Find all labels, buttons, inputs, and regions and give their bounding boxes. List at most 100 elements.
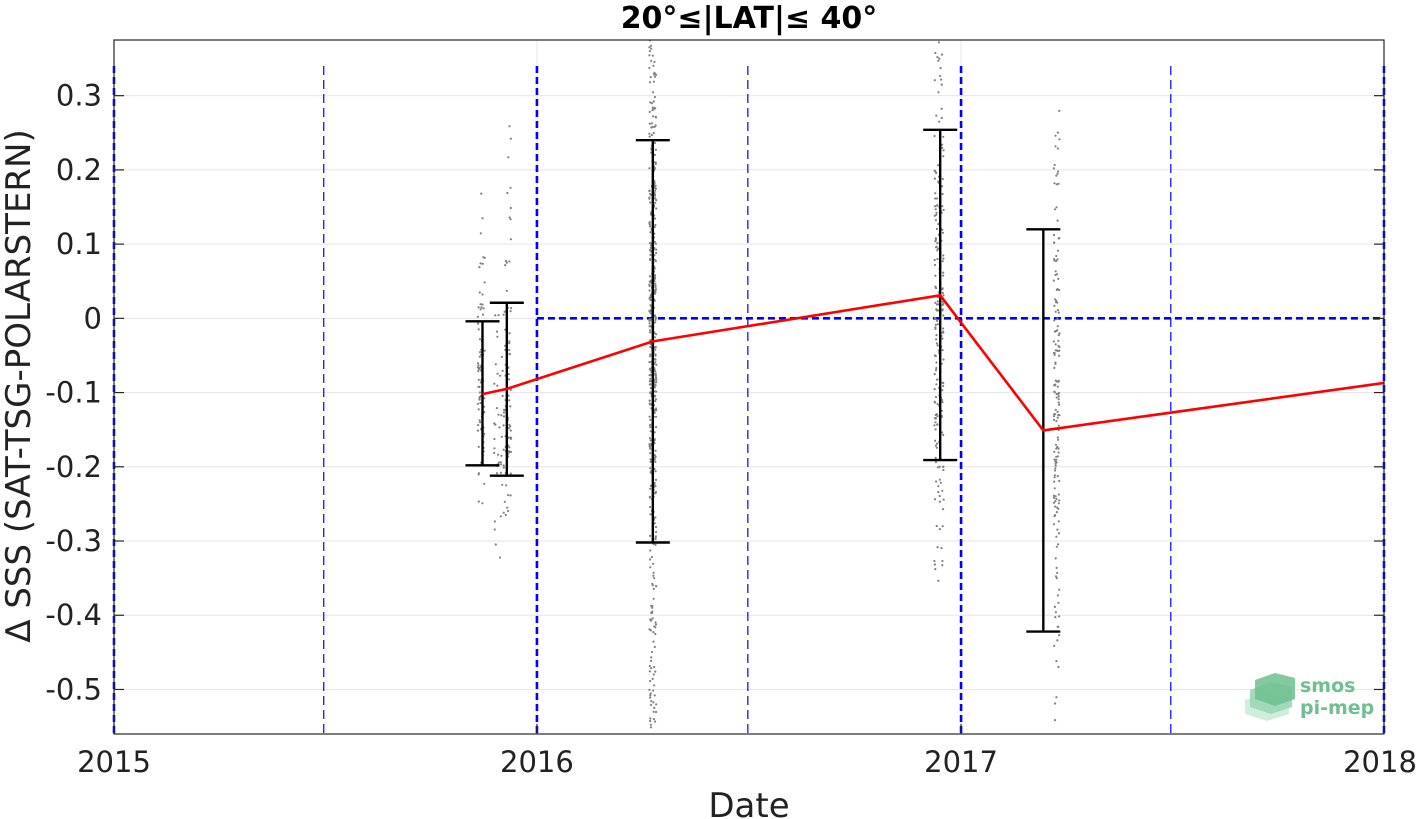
scatter-point bbox=[1052, 340, 1055, 343]
scatter-point bbox=[648, 443, 651, 446]
scatter-point bbox=[654, 538, 657, 541]
scatter-point bbox=[942, 314, 945, 317]
scatter-point bbox=[942, 274, 945, 277]
scatter-point bbox=[1058, 109, 1061, 112]
scatter-point bbox=[933, 563, 937, 566]
scatter-point bbox=[650, 102, 654, 105]
scatter-point bbox=[1056, 528, 1059, 531]
x-tick-label: 2016 bbox=[500, 745, 574, 779]
scatter-point bbox=[654, 626, 657, 629]
scatter-point bbox=[483, 482, 486, 485]
scatter-point bbox=[477, 378, 480, 381]
scatter-point bbox=[937, 223, 940, 226]
scatter-point bbox=[1054, 361, 1057, 364]
scatter-point bbox=[649, 484, 652, 487]
scatter-point bbox=[1056, 131, 1059, 134]
scatter-point bbox=[654, 282, 657, 285]
scatter-point bbox=[652, 701, 655, 704]
scatter-point bbox=[502, 464, 505, 467]
scatter-point bbox=[933, 559, 936, 563]
scatter-point bbox=[477, 500, 480, 503]
scatter-point bbox=[1053, 319, 1056, 322]
scatter-point bbox=[501, 483, 504, 486]
scatter-point bbox=[1057, 532, 1061, 535]
scatter-point bbox=[649, 679, 652, 683]
scatter-point bbox=[1052, 501, 1056, 504]
scatter-point bbox=[482, 307, 485, 310]
scatter-point bbox=[939, 67, 942, 70]
scatter-point bbox=[1058, 499, 1061, 502]
scatter-point bbox=[649, 299, 652, 302]
scatter-point bbox=[1056, 446, 1059, 449]
scatter-point bbox=[1053, 366, 1056, 369]
scatter-point bbox=[508, 399, 511, 402]
scatter-point bbox=[506, 506, 509, 509]
scatter-point bbox=[1053, 719, 1057, 722]
scatter-point bbox=[942, 254, 945, 257]
scatter-point bbox=[653, 95, 657, 99]
scatter-point bbox=[508, 348, 511, 352]
scatter-point bbox=[936, 466, 940, 469]
scatter-point bbox=[934, 444, 938, 447]
scatter-point bbox=[1055, 455, 1058, 458]
scatter-point bbox=[507, 427, 510, 430]
scatter-point bbox=[938, 465, 941, 468]
scatter-point bbox=[654, 124, 657, 127]
scatter-point bbox=[649, 201, 652, 204]
scatter-point bbox=[938, 528, 941, 531]
scatter-point bbox=[937, 485, 940, 488]
scatter-point bbox=[653, 153, 657, 156]
scatter-point bbox=[508, 342, 511, 345]
scatter-point bbox=[508, 423, 511, 426]
scatter-point bbox=[942, 330, 945, 333]
scatter-point bbox=[654, 394, 657, 397]
scatter-point bbox=[648, 383, 652, 386]
scatter-point bbox=[649, 418, 652, 421]
scatter-point bbox=[649, 717, 652, 720]
scatter-point bbox=[1057, 543, 1060, 546]
scatter-point bbox=[1053, 458, 1056, 461]
scatter-point bbox=[1058, 615, 1061, 618]
scatter-point bbox=[653, 431, 656, 434]
scatter-point bbox=[933, 214, 936, 217]
scatter-point bbox=[935, 338, 938, 341]
scatter-point bbox=[648, 310, 652, 313]
scatter-point bbox=[648, 534, 652, 538]
scatter-point bbox=[1056, 385, 1059, 388]
scatter-point bbox=[1057, 334, 1060, 337]
scatter-point bbox=[477, 445, 480, 448]
scatter-point bbox=[1052, 279, 1055, 282]
scatter-point bbox=[651, 611, 654, 614]
scatter-point bbox=[940, 53, 944, 56]
scatter-point bbox=[651, 617, 654, 620]
scatter-point bbox=[500, 414, 503, 417]
scatter-point bbox=[651, 604, 654, 608]
scatter-point bbox=[1057, 625, 1060, 628]
scatter-point bbox=[1056, 147, 1059, 150]
scatter-point bbox=[653, 684, 656, 687]
scatter-point bbox=[496, 372, 499, 375]
scatter-point bbox=[649, 101, 652, 104]
scatter-point bbox=[1054, 464, 1057, 467]
scatter-point bbox=[1057, 414, 1060, 417]
scatter-point bbox=[509, 238, 512, 241]
scatter-point bbox=[1055, 497, 1058, 500]
scatter-point bbox=[1056, 219, 1059, 222]
scatter-point bbox=[1053, 163, 1056, 166]
scatter-point bbox=[649, 513, 652, 516]
scatter-point bbox=[1055, 535, 1058, 538]
scatter-point bbox=[934, 208, 937, 211]
scatter-point bbox=[508, 353, 511, 356]
scatter-point bbox=[654, 318, 657, 322]
scatter-point bbox=[649, 452, 652, 455]
scatter-point bbox=[509, 494, 512, 497]
scatter-point bbox=[649, 487, 652, 490]
scatter-point bbox=[1054, 702, 1057, 705]
scatter-point bbox=[933, 258, 936, 262]
scatter-point bbox=[1053, 391, 1056, 394]
scatter-point bbox=[934, 317, 937, 321]
scatter-point bbox=[649, 44, 653, 47]
scatter-point bbox=[1055, 392, 1058, 396]
scatter-point bbox=[481, 502, 484, 505]
